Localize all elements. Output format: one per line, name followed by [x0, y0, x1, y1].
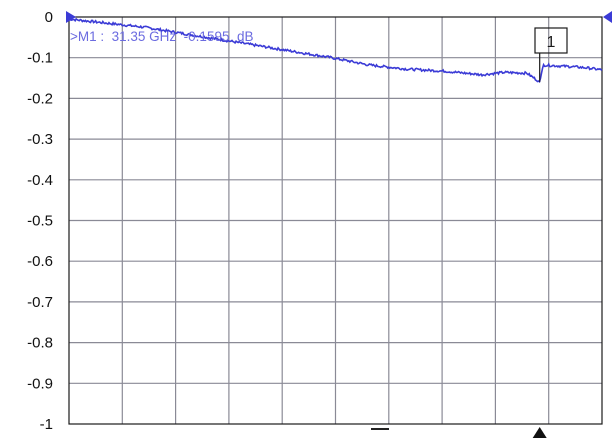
y-tick-label: 0	[45, 9, 53, 26]
reference-arrow-left-icon	[66, 11, 76, 23]
y-tick-label: -0.1	[27, 50, 53, 67]
y-tick-label: -0.6	[27, 253, 53, 270]
y-tick-label: -0.5	[27, 213, 53, 230]
y-tick-label: -0.7	[27, 294, 53, 311]
marker-box[interactable]	[534, 27, 568, 54]
y-tick-labels: 0 -0.1 -0.2 -0.3 -0.4 -0.5 -0.6 -0.7 -0.8 -0.9 -1	[27, 9, 53, 433]
overlay-layer: >M1 : 31.35 GHz -0.1595 dB 1	[66, 11, 612, 438]
y-tick-label: -0.4	[27, 172, 53, 189]
marker-readout: >M1 : 31.35 GHz -0.1595 dB	[70, 29, 253, 44]
y-tick-label: -0.9	[27, 375, 53, 392]
grid	[68, 16, 603, 425]
y-tick-label: -0.2	[27, 90, 53, 107]
reference-arrow-right-icon	[603, 11, 612, 23]
marker-position-triangle-icon	[532, 427, 547, 438]
trace-layer	[68, 17, 603, 84]
trace-line	[68, 17, 603, 84]
y-tick-label: -0.8	[27, 335, 53, 352]
marker-box-label[interactable]: 1	[547, 34, 556, 51]
plot-frame	[68, 16, 603, 425]
y-tick-label: -1	[40, 416, 53, 433]
y-tick-label: -0.3	[27, 131, 53, 148]
